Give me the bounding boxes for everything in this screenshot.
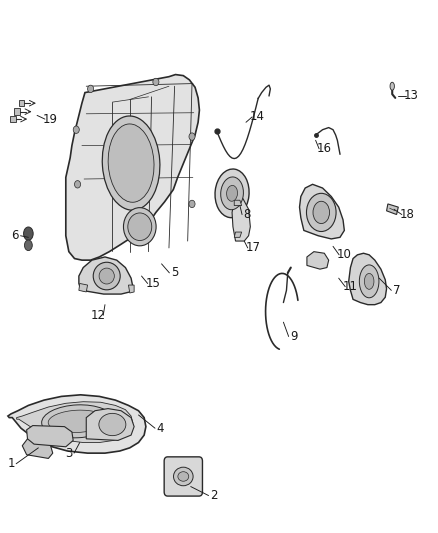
Text: 2: 2	[210, 489, 218, 502]
Polygon shape	[66, 75, 199, 260]
Ellipse shape	[128, 213, 152, 240]
Polygon shape	[79, 257, 133, 294]
Text: 1: 1	[7, 457, 15, 470]
Ellipse shape	[99, 268, 114, 284]
Ellipse shape	[359, 265, 379, 298]
Text: 19: 19	[42, 112, 58, 126]
Polygon shape	[234, 232, 242, 237]
Text: 9: 9	[290, 330, 297, 343]
Ellipse shape	[124, 208, 156, 246]
Ellipse shape	[226, 185, 237, 201]
Ellipse shape	[189, 200, 195, 208]
Ellipse shape	[99, 414, 126, 435]
Ellipse shape	[221, 177, 244, 209]
Polygon shape	[307, 252, 328, 269]
Text: 7: 7	[393, 284, 400, 297]
Polygon shape	[22, 439, 53, 458]
Text: 4: 4	[156, 422, 164, 435]
Ellipse shape	[364, 273, 374, 289]
Ellipse shape	[313, 201, 329, 223]
Text: 3: 3	[65, 447, 73, 459]
FancyBboxPatch shape	[164, 457, 202, 496]
Polygon shape	[128, 285, 134, 293]
Text: 11: 11	[343, 280, 358, 293]
Text: 10: 10	[337, 248, 352, 261]
Polygon shape	[10, 116, 16, 122]
Ellipse shape	[173, 467, 193, 486]
Ellipse shape	[74, 181, 81, 188]
Ellipse shape	[153, 78, 159, 86]
Text: 16: 16	[317, 142, 332, 155]
Polygon shape	[387, 204, 398, 215]
Text: 12: 12	[91, 309, 106, 322]
Polygon shape	[300, 184, 344, 239]
Ellipse shape	[178, 472, 189, 481]
Ellipse shape	[215, 169, 249, 217]
Ellipse shape	[108, 124, 154, 202]
Ellipse shape	[93, 262, 120, 290]
Text: 6: 6	[11, 229, 19, 242]
Ellipse shape	[88, 85, 94, 93]
Ellipse shape	[24, 227, 33, 240]
Polygon shape	[79, 284, 88, 292]
Polygon shape	[8, 395, 146, 453]
Polygon shape	[349, 253, 387, 305]
Text: 13: 13	[404, 89, 419, 102]
Ellipse shape	[102, 116, 160, 210]
Polygon shape	[14, 109, 20, 115]
Ellipse shape	[73, 126, 79, 133]
Text: 5: 5	[171, 266, 178, 279]
Ellipse shape	[42, 405, 113, 438]
Text: 14: 14	[250, 110, 265, 124]
Ellipse shape	[189, 133, 195, 140]
Ellipse shape	[390, 82, 394, 90]
Text: 8: 8	[244, 208, 251, 221]
Polygon shape	[232, 197, 251, 241]
Polygon shape	[234, 200, 242, 206]
Polygon shape	[27, 425, 73, 447]
Text: 17: 17	[245, 241, 261, 254]
Ellipse shape	[307, 193, 336, 231]
Ellipse shape	[25, 240, 32, 251]
Polygon shape	[17, 402, 133, 442]
Ellipse shape	[48, 410, 107, 432]
Polygon shape	[86, 409, 134, 440]
Polygon shape	[19, 100, 25, 107]
Text: 18: 18	[399, 208, 414, 221]
Text: 15: 15	[145, 277, 160, 290]
